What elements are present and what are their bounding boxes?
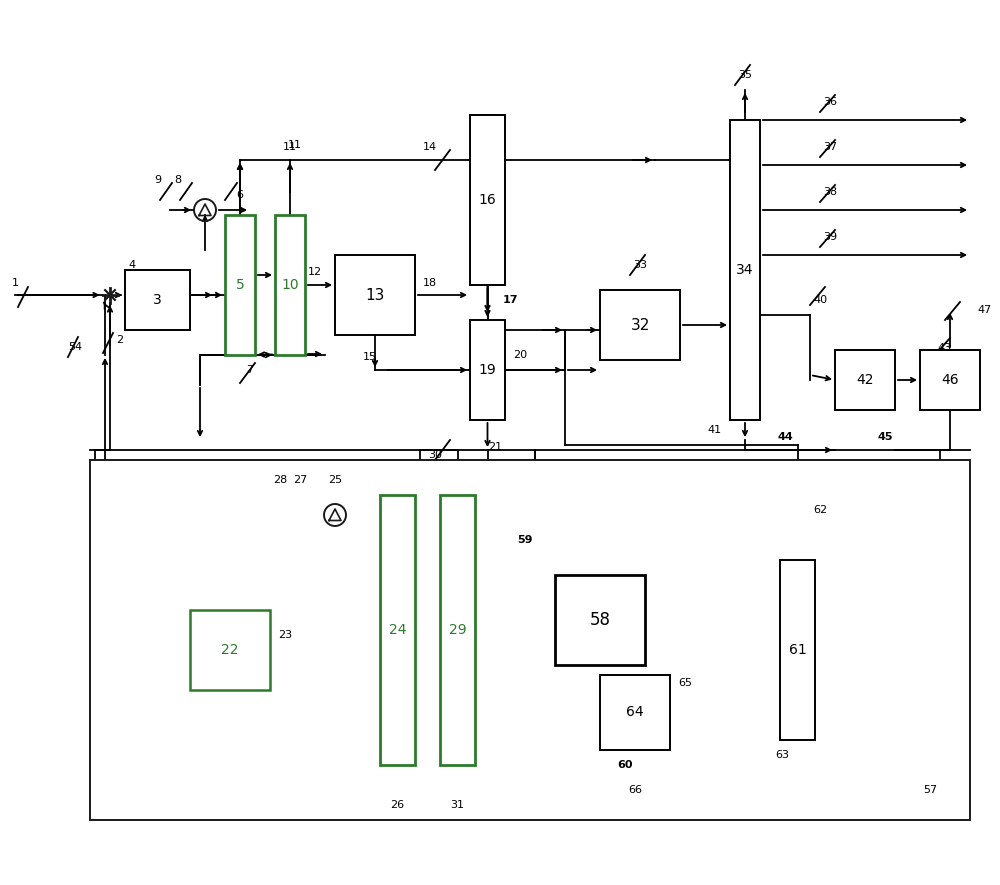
Text: 38: 38 xyxy=(823,187,837,197)
Text: 41: 41 xyxy=(708,425,722,435)
Bar xyxy=(470,115,505,285)
Text: 3: 3 xyxy=(153,293,162,307)
Text: 9: 9 xyxy=(154,175,162,185)
Text: 47: 47 xyxy=(978,305,992,315)
Text: 33: 33 xyxy=(633,260,647,270)
Text: 12: 12 xyxy=(308,267,322,277)
Bar xyxy=(835,350,895,410)
Text: 2: 2 xyxy=(116,335,124,345)
Text: 16: 16 xyxy=(479,193,496,207)
Bar xyxy=(225,215,255,355)
Text: 1: 1 xyxy=(12,278,18,288)
Text: 25: 25 xyxy=(328,475,342,485)
Bar xyxy=(275,215,305,355)
Bar xyxy=(600,290,680,360)
Text: 61: 61 xyxy=(789,643,806,657)
Bar xyxy=(600,675,670,750)
Text: 46: 46 xyxy=(941,373,959,387)
Bar xyxy=(470,320,505,420)
Text: 20: 20 xyxy=(513,350,527,360)
Text: 36: 36 xyxy=(823,97,837,107)
Bar xyxy=(920,350,980,410)
Text: 35: 35 xyxy=(738,70,752,80)
Text: 63: 63 xyxy=(776,750,790,760)
Text: 44: 44 xyxy=(777,432,793,442)
Text: 60: 60 xyxy=(617,760,633,770)
Text: 19: 19 xyxy=(479,363,496,377)
Text: 10: 10 xyxy=(281,278,299,292)
Text: 14: 14 xyxy=(423,142,437,152)
Text: 34: 34 xyxy=(736,263,754,277)
Text: 54: 54 xyxy=(68,342,82,352)
Text: 8: 8 xyxy=(174,175,182,185)
Text: 21: 21 xyxy=(488,442,503,452)
Text: 59: 59 xyxy=(517,535,533,545)
Text: 23: 23 xyxy=(278,630,292,640)
Text: 58: 58 xyxy=(590,611,610,629)
Text: 11: 11 xyxy=(283,142,297,152)
Text: 15: 15 xyxy=(363,352,377,362)
Text: 45: 45 xyxy=(877,432,893,442)
Text: 4: 4 xyxy=(128,260,135,270)
Text: 40: 40 xyxy=(813,295,827,305)
Text: 32: 32 xyxy=(630,318,650,333)
Bar xyxy=(380,495,415,765)
Text: 7: 7 xyxy=(246,365,254,375)
Text: 13: 13 xyxy=(365,288,385,303)
Text: 6: 6 xyxy=(237,190,244,200)
Bar xyxy=(780,560,815,740)
Bar xyxy=(125,270,190,330)
Text: 43: 43 xyxy=(938,343,952,353)
Bar xyxy=(90,460,970,820)
Text: 39: 39 xyxy=(823,232,837,242)
Bar xyxy=(190,610,270,690)
Text: 29: 29 xyxy=(449,623,466,637)
Text: 65: 65 xyxy=(678,678,692,688)
Text: 5: 5 xyxy=(236,278,244,292)
Text: 18: 18 xyxy=(423,278,437,288)
Bar xyxy=(440,495,475,765)
Text: 37: 37 xyxy=(823,142,837,152)
Text: 26: 26 xyxy=(390,800,405,810)
Text: 62: 62 xyxy=(813,505,827,515)
Text: 57: 57 xyxy=(923,785,937,795)
Text: 28: 28 xyxy=(273,475,287,485)
Bar xyxy=(555,575,645,665)
Text: 11: 11 xyxy=(288,140,302,150)
Text: 27: 27 xyxy=(293,475,307,485)
Bar xyxy=(335,255,415,335)
Text: 42: 42 xyxy=(856,373,874,387)
Text: 66: 66 xyxy=(628,785,642,795)
Text: 22: 22 xyxy=(221,643,239,657)
Bar xyxy=(730,120,760,420)
Text: 17: 17 xyxy=(502,295,518,305)
Text: 64: 64 xyxy=(626,705,644,720)
Text: 30: 30 xyxy=(428,450,442,460)
Text: 24: 24 xyxy=(389,623,406,637)
Text: 31: 31 xyxy=(450,800,464,810)
